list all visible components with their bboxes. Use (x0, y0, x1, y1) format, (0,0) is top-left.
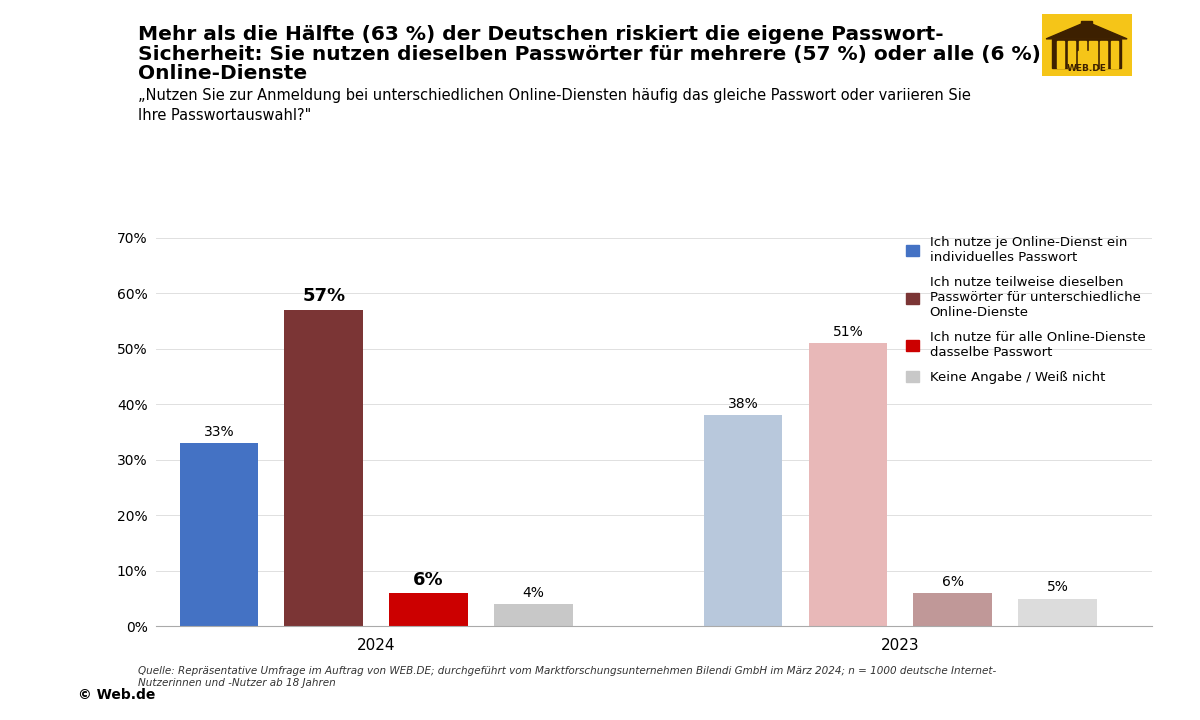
Polygon shape (1046, 22, 1127, 39)
Text: 38%: 38% (727, 397, 758, 411)
Bar (1078, 51, 1096, 68)
Bar (180, 443, 258, 626)
Bar (389, 593, 468, 626)
Bar (809, 343, 887, 626)
Bar (1090, 41, 1097, 68)
FancyBboxPatch shape (1038, 12, 1135, 78)
Bar (1019, 598, 1097, 626)
Text: Online-Dienste: Online-Dienste (138, 64, 307, 83)
Bar (913, 593, 992, 626)
Bar (494, 604, 572, 626)
Legend: Ich nutze je Online-Dienst ein
individuelles Passwort, Ich nutze teilweise diese: Ich nutze je Online-Dienst ein individue… (906, 236, 1146, 384)
Text: 51%: 51% (833, 325, 863, 338)
Text: 33%: 33% (204, 425, 234, 438)
Text: 4%: 4% (522, 586, 545, 600)
Text: WEB.DE: WEB.DE (1067, 64, 1106, 73)
Bar (1052, 39, 1121, 68)
Text: Quelle: Repräsentative Umfrage im Auftrag von WEB.DE; durchgeführt vom Marktfors: Quelle: Repräsentative Umfrage im Auftra… (138, 666, 996, 688)
Text: Mehr als die Hälfte (63 %) der Deutschen riskiert die eigene Passwort-: Mehr als die Hälfte (63 %) der Deutschen… (138, 25, 943, 44)
Bar (1100, 41, 1108, 68)
Bar (284, 310, 364, 626)
Bar (1057, 41, 1064, 68)
Text: 5%: 5% (1046, 580, 1068, 594)
Bar (1111, 41, 1118, 68)
Text: 6%: 6% (413, 571, 444, 589)
Text: 57%: 57% (302, 287, 346, 305)
Bar (703, 415, 782, 626)
Text: Sicherheit: Sie nutzen dieselben Passwörter für mehrere (57 %) oder alle (6 %): Sicherheit: Sie nutzen dieselben Passwör… (138, 45, 1040, 63)
Bar (1068, 41, 1075, 68)
Bar (1079, 41, 1086, 68)
Text: „Nutzen Sie zur Anmeldung bei unterschiedlichen Online-Diensten häufig das gleic: „Nutzen Sie zur Anmeldung bei unterschie… (138, 88, 971, 122)
Bar (1081, 20, 1092, 25)
Text: 6%: 6% (942, 575, 964, 589)
Text: © Web.de: © Web.de (78, 688, 155, 702)
